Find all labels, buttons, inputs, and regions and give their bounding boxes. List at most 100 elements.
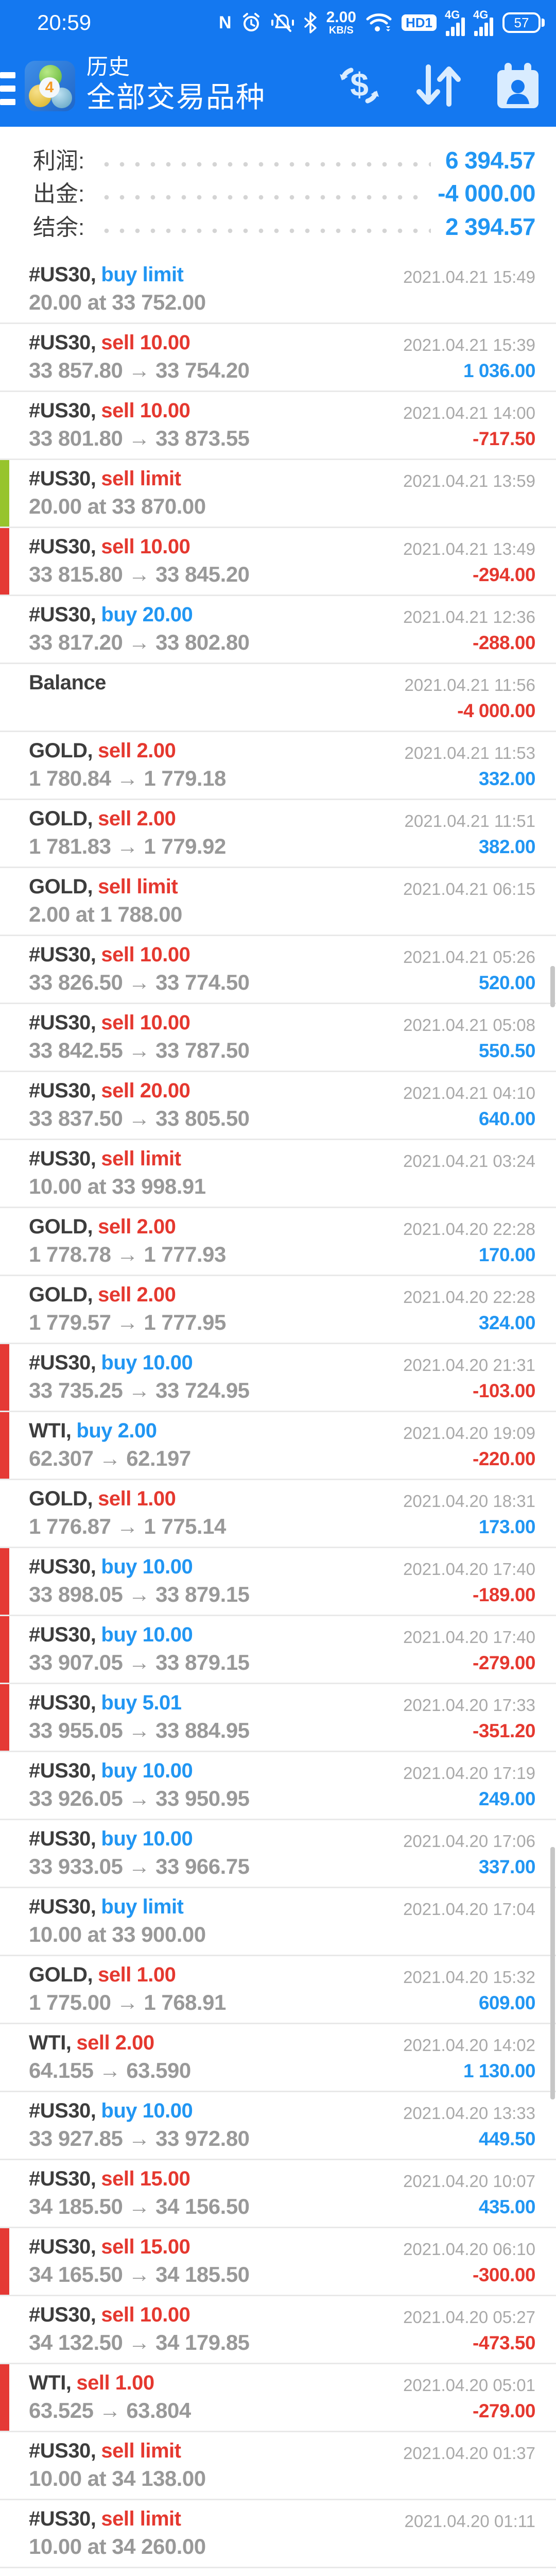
trade-row[interactable]: WTI, sell 2.00 64.155 → 63.590 2021.04.20… [0,2024,556,2092]
trade-timestamp: 2021.04.20 19:09 [403,1423,535,1443]
trade-row[interactable]: #US30, buy 10.00 33 907.05 → 33 879.15 20… [0,1616,556,1684]
trade-prices: 2.00 at 1 788.00 [29,902,182,926]
trade-profit: 1 036.00 [463,360,536,381]
trade-symbol: #US30, [29,2099,96,2122]
trade-action: sell 20.00 [101,1079,190,1102]
balance-value: 2 394.57 [445,213,536,240]
trade-action: sell 2.00 [98,1283,176,1306]
trade-symbol: #US30, [29,603,96,626]
trade-row[interactable]: #US30, buy 10.00 33 933.05 → 33 966.75 20… [0,1820,556,1888]
trade-row[interactable]: #US30, buy 20.00 33 817.20 → 33 802.80 20… [0,596,556,664]
trade-profit: 435.00 [478,2196,536,2217]
trade-action: buy 10.00 [101,1555,193,1578]
trade-action: sell 10.00 [101,399,190,422]
trade-row[interactable]: #US30, buy 10.00 33 926.05 → 33 950.95 20… [0,1752,556,1820]
symbol-filter-title[interactable]: 全部交易品种 [86,81,266,114]
trade-profit: -103.00 [473,1380,536,1401]
trade-row[interactable]: #US30, buy 5.01 33 955.05 → 33 884.95 202… [0,1684,556,1752]
trade-row[interactable]: GOLD, sell 1.00 1 776.87 → 1 775.14 2021.… [0,1480,556,1548]
trade-row[interactable]: WTI, sell 1.00 63.525 → 63.804 2021.04.20… [0,2364,556,2432]
trade-row[interactable]: GOLD, sell 2.00 1 781.83 → 1 779.92 2021.… [0,800,556,868]
trade-prices: 33 735.25 → 33 724.95 [29,1378,250,1402]
trade-profit: -717.50 [473,428,536,449]
trade-row[interactable]: #US30, buy 10.00 33 898.05 → 33 879.15 20… [0,1548,556,1616]
trade-prices: 62.307 → 62.197 [29,1446,191,1470]
trade-row[interactable]: #US30, sell 15.00 34 165.50 → 34 185.50 2… [0,2228,556,2296]
trade-row[interactable]: #US30,sell 10.00 34 078.95 → 34 055.85 2… [0,2568,556,2576]
trade-symbol: #US30, [29,2235,96,2258]
trade-row[interactable]: #US30, sell 10.00 33 826.50 → 33 774.50 2… [0,936,556,1004]
trade-timestamp: 2021.04.20 22:28 [403,1219,535,1239]
sort-arrows-icon[interactable] [413,59,464,112]
trade-prices: 64.155 → 63.590 [29,2058,191,2082]
trade-row[interactable]: GOLD, sell 2.00 1 780.84 → 1 779.18 2021.… [0,732,556,800]
trade-row[interactable]: #US30, sell limit 10.00 at 33 998.91 2021… [0,1140,556,1208]
trade-action: buy 10.00 [101,1623,193,1646]
trade-row[interactable]: #US30, buy limit 10.00 at 33 900.00 2021.… [0,1888,556,1956]
trade-timestamp: 2021.04.21 11:56 [404,675,535,694]
trade-row[interactable]: #US30, sell limit 10.00 at 34 260.00 2021… [0,2500,556,2568]
trade-profit: 337.00 [478,1856,536,1877]
trade-action: buy 5.01 [101,1691,182,1714]
trade-profit: 640.00 [478,1108,536,1129]
row-status-stripe [0,1412,9,1479]
trade-profit: 550.50 [478,1040,536,1061]
trade-row[interactable]: #US30, sell 10.00 34 132.50 → 34 179.85 2… [0,2296,556,2364]
trade-timestamp: 2021.04.20 17:33 [403,1696,535,1715]
trade-row[interactable]: GOLD, sell 2.00 1 779.57 → 1 777.95 2021.… [0,1276,556,1344]
dotted-leader [99,162,431,167]
trade-action: buy limit [101,1895,184,1918]
trade-row[interactable]: #US30, sell 15.00 34 185.50 → 34 156.50 2… [0,2160,556,2228]
trade-row[interactable]: Balance 2021.04.21 11:56 -4 000.00 [0,664,556,732]
trade-timestamp: 2021.04.20 17:06 [403,1832,535,1851]
trade-row[interactable]: #US30, buy 10.00 33 927.85 → 33 972.80 20… [0,2092,556,2160]
trade-symbol: Balance [29,671,106,694]
trade-timestamp: 2021.04.21 04:10 [403,1083,535,1103]
trade-row[interactable]: #US30, sell 10.00 33 842.55 → 33 787.50 2… [0,1004,556,1072]
trade-symbol: #US30, [29,1351,96,1374]
row-status-stripe [0,1548,9,1615]
trade-row[interactable]: #US30, sell 10.00 33 801.80 → 33 873.55 2… [0,392,556,460]
trade-action: sell 2.00 [98,807,176,830]
trade-row[interactable]: #US30, sell 10.00 33 815.80 → 33 845.20 2… [0,528,556,596]
status-icons: N 2.00 KB/S HD1 4G 4G 57 [219,8,545,36]
trade-row[interactable]: #US30, sell 20.00 33 837.50 → 33 805.50 2… [0,1072,556,1140]
trade-action: sell 10.00 [101,943,190,966]
trade-prices: 33 826.50 → 33 774.50 [29,970,250,994]
trade-prices: 33 801.80 → 33 873.55 [29,426,250,450]
currency-exchange-icon[interactable]: $ [336,59,383,112]
trade-row[interactable]: #US30, sell limit 10.00 at 34 138.00 2021… [0,2432,556,2500]
trade-profit: 173.00 [478,1516,536,1537]
trade-row[interactable]: #US30, sell 10.00 33 857.80 → 33 754.20 2… [0,324,556,392]
trade-timestamp: 2021.04.20 17:04 [403,1900,535,1919]
trade-action: buy limit [101,263,184,286]
trade-profit: 249.00 [478,1788,536,1809]
trade-row[interactable]: #US30, sell limit 20.00 at 33 870.00 2021… [0,460,556,528]
trade-row[interactable]: #US30, buy limit 20.00 at 33 752.00 2021.… [0,256,556,324]
trade-symbol: #US30, [29,1827,96,1850]
row-status-stripe [0,2364,9,2431]
trade-symbol: GOLD, [29,1963,93,1986]
trade-prices: 33 933.05 → 33 966.75 [29,1854,250,1878]
trade-prices: 10.00 at 33 998.91 [29,1174,206,1198]
bluetooth-icon [304,12,317,33]
nfc-icon: N [219,12,232,32]
trade-profit: -473.50 [473,2332,536,2353]
trade-prices: 33 817.20 → 33 802.80 [29,630,250,654]
row-status-stripe [0,1344,9,1411]
network-speed: 2.00 KB/S [326,9,356,36]
page-title: 历史 [86,55,130,79]
trade-symbol: #US30, [29,2303,96,2326]
trade-symbol: #US30, [29,1759,96,1782]
trade-action: sell limit [101,467,181,490]
trade-row[interactable]: #US30, buy 10.00 33 735.25 → 33 724.95 20… [0,1344,556,1412]
trade-profit: 1 130.00 [463,2060,536,2081]
trade-row[interactable]: WTI, buy 2.00 62.307 → 62.197 2021.04.20 … [0,1412,556,1480]
trade-row[interactable]: GOLD, sell 1.00 1 775.00 → 1 768.91 2021.… [0,1956,556,2024]
menu-icon[interactable] [0,72,15,105]
trade-profit: -4 000.00 [457,700,535,721]
account-calendar-icon[interactable] [494,59,542,112]
trade-profit: -279.00 [473,2400,536,2421]
trade-row[interactable]: GOLD, sell 2.00 1 778.78 → 1 777.93 2021.… [0,1208,556,1276]
trade-row[interactable]: GOLD, sell limit 2.00 at 1 788.00 2021.04… [0,868,556,936]
